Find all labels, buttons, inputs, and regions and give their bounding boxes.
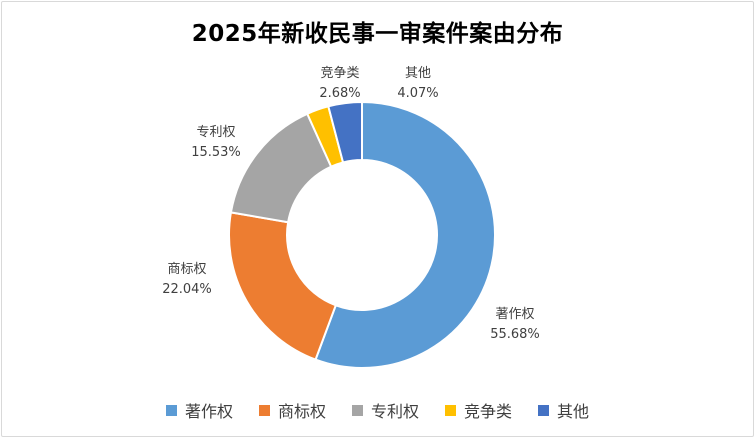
slice-2 (228, 211, 338, 361)
legend-label: 其他 (557, 402, 590, 421)
legend-label: 著作权 (184, 402, 233, 421)
legend-item: 商标权 (258, 398, 326, 422)
legend-item: 竞争类 (445, 398, 512, 422)
legend-label: 商标权 (277, 402, 326, 421)
chart-title: 2025年新收民事一审案件案由分布 (191, 21, 564, 47)
legend-label: 专利权 (370, 402, 419, 421)
slice-label-value: 22.04% (162, 282, 212, 297)
legend-item: 其他 (538, 398, 589, 422)
legend-swatch (445, 404, 456, 416)
slice-label-value: 15.53% (191, 145, 241, 160)
legend-swatch (538, 404, 550, 416)
slice-label-name: 其他 (405, 66, 431, 81)
slice-label-value: 55.68% (490, 327, 540, 342)
legend-item: 著作权 (165, 398, 233, 422)
legend-swatch (165, 404, 177, 416)
legend-label: 竞争类 (464, 402, 513, 421)
legend-swatch (351, 404, 363, 416)
legend-item: 专利权 (351, 398, 419, 422)
slice-label-name: 著作权 (495, 306, 534, 322)
slice-1 (314, 100, 496, 369)
slice-label-name: 商标权 (167, 261, 206, 277)
slice-5 (327, 100, 363, 164)
slice-label-name: 竞争类 (320, 65, 359, 81)
slice-label-value: 4.07% (397, 86, 438, 101)
slice-label-value: 2.68% (319, 86, 360, 101)
legend-swatch (258, 404, 270, 416)
legend: 著作权 商标权 专利权 竞争类 其他 (0, 398, 755, 422)
slice-label-name: 专利权 (196, 124, 235, 140)
